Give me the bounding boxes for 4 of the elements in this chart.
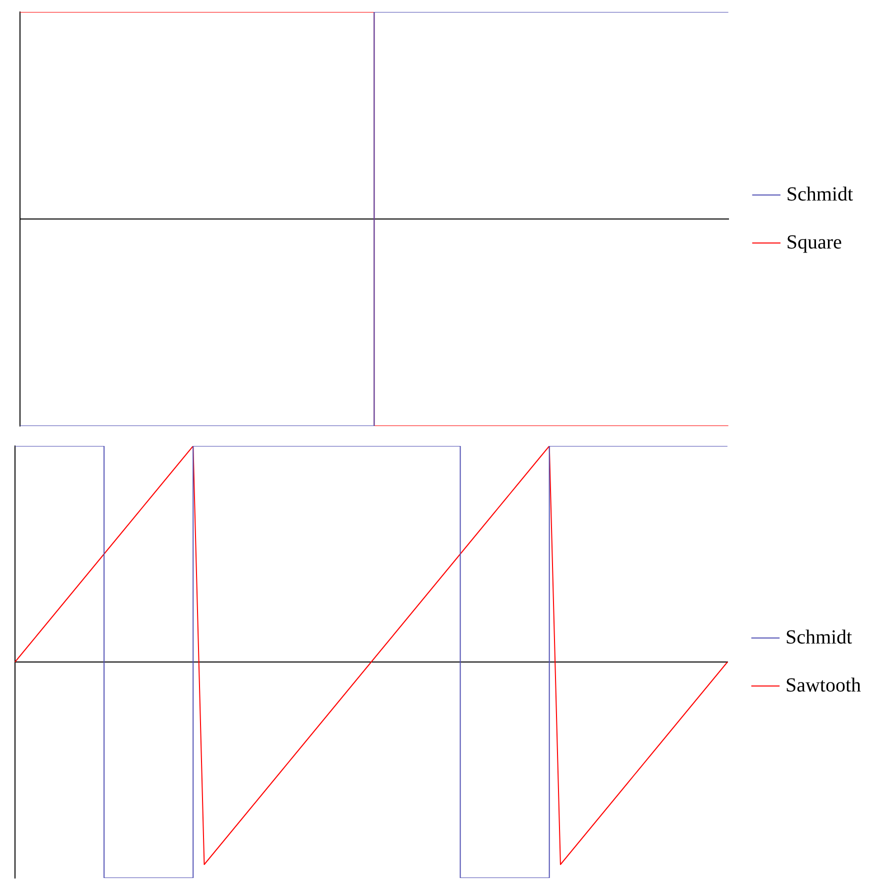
legend-label: Square: [786, 231, 842, 254]
legend-label: Sawtooth: [785, 674, 862, 696]
legend-label: Schmidt: [785, 626, 853, 648]
legend-label: Schmidt: [786, 183, 854, 206]
